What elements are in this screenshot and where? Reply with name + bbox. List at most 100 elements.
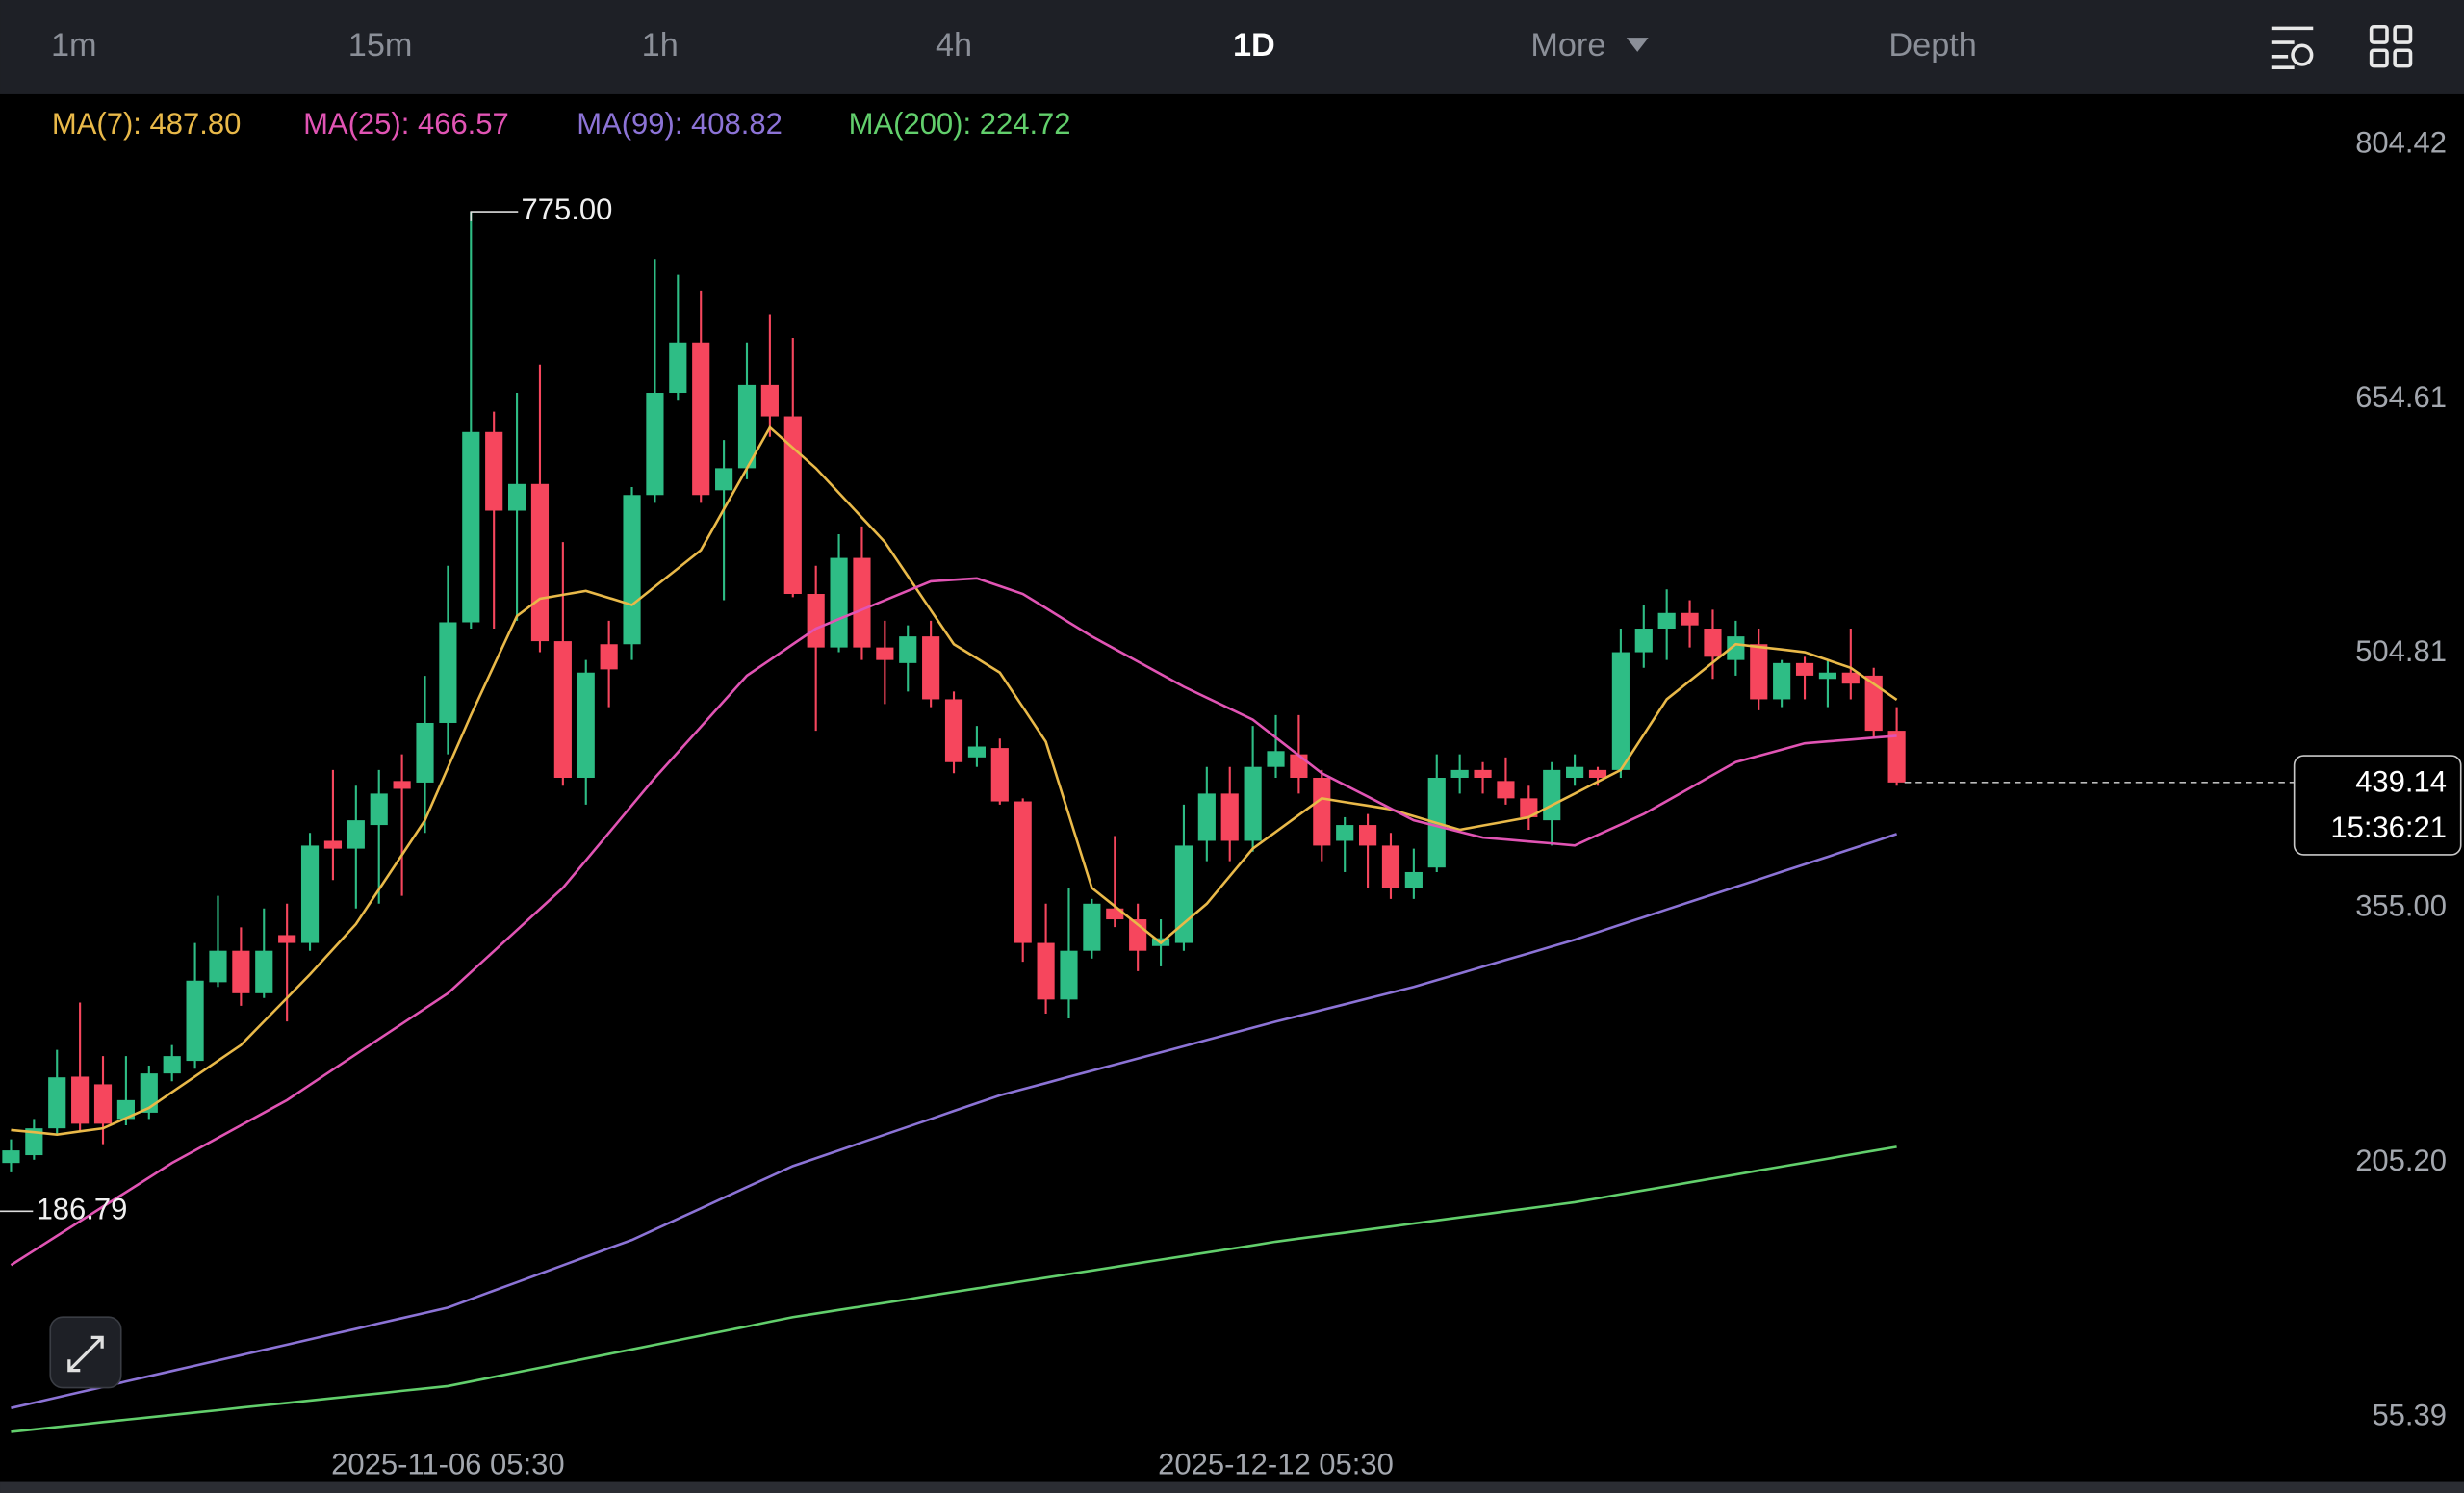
candle-body <box>416 722 434 783</box>
ma-line <box>10 577 1897 1267</box>
candle-body <box>1864 675 1883 732</box>
settings-icon[interactable] <box>2272 26 2314 69</box>
tab[interactable]: 1m <box>51 27 97 64</box>
candle-body <box>232 950 250 993</box>
candle-body <box>1681 612 1699 626</box>
candle-body <box>1818 672 1837 680</box>
candle-body <box>346 820 365 849</box>
price-label: 439.14 <box>2355 765 2447 799</box>
candle-body <box>1336 825 1354 841</box>
y-tick-label: 355.00 <box>2355 889 2447 923</box>
bottom-strip <box>0 1481 2464 1493</box>
candle-body <box>1750 644 1768 700</box>
y-tick-label: 654.61 <box>2355 380 2447 414</box>
ma-line <box>11 425 1898 1136</box>
candle-body <box>830 557 848 648</box>
expand-button[interactable] <box>49 1316 122 1389</box>
candle-body <box>623 495 641 645</box>
x-tick-label: 2025-12-12 05:30 <box>1158 1447 1394 1480</box>
candle-body <box>1244 766 1262 841</box>
candle-body <box>1450 769 1469 778</box>
candle-body <box>2 1150 20 1164</box>
candle-body <box>1267 751 1285 767</box>
candle-body <box>899 636 917 663</box>
candle-body <box>462 431 480 623</box>
candle-body <box>140 1073 158 1113</box>
candle-body <box>1106 908 1124 920</box>
candle-body <box>807 594 825 648</box>
candle-body <box>186 980 204 1062</box>
plot: 804.42 654.61 504.81 355.00 205.20 55.39 2025-… <box>0 125 2462 1480</box>
candle-body <box>71 1076 90 1124</box>
tab[interactable]: 4h <box>936 27 972 64</box>
candle-body <box>876 647 894 660</box>
countdown: 15:36:21 <box>2330 811 2447 844</box>
candle-body <box>1704 629 1722 657</box>
candle-body <box>1887 731 1906 783</box>
candle-body <box>25 1128 43 1156</box>
candle-body <box>1773 662 1791 700</box>
candle-body <box>1220 793 1239 841</box>
tab[interactable]: More <box>1530 27 1605 64</box>
candle-body <box>1727 636 1745 660</box>
candle-body <box>370 793 388 826</box>
dropdown-arrow <box>1626 38 1649 52</box>
candle-body <box>853 557 871 648</box>
candle-body <box>48 1077 66 1129</box>
tab[interactable]: 1D <box>1233 27 1275 64</box>
min-label: 186.79 <box>37 1192 128 1225</box>
max-leader <box>470 211 519 221</box>
candle-body <box>93 1084 113 1124</box>
candle-body <box>1359 825 1377 846</box>
candle-body <box>1543 769 1561 821</box>
candle-body <box>553 641 572 778</box>
candle-body <box>1014 801 1032 943</box>
tab[interactable]: 1h <box>642 27 679 64</box>
candle-body <box>737 384 757 469</box>
max-label: 775.00 <box>522 193 613 226</box>
candle-body <box>669 342 687 394</box>
tab[interactable]: 15m <box>348 27 413 64</box>
candle-body <box>300 845 320 943</box>
candle-body <box>1083 903 1101 951</box>
candle-body <box>1037 942 1055 1000</box>
candle-body <box>967 746 986 758</box>
candle-body <box>530 483 550 642</box>
legend-entry: MA(99): 408.82 <box>577 107 783 141</box>
candle-body <box>577 672 595 778</box>
x-tick-label: 2025-11-06 05:30 <box>331 1447 564 1480</box>
candle-body <box>1588 769 1607 778</box>
tab[interactable]: Depth <box>1888 27 1976 64</box>
legend-entry: MA(200): 224.72 <box>849 107 1071 141</box>
y-tick-label: 55.39 <box>2372 1398 2447 1431</box>
candle-body <box>1657 612 1676 630</box>
candle-body <box>1497 781 1515 799</box>
candle-body <box>1404 871 1423 888</box>
candle-body <box>1381 845 1400 888</box>
candle-body <box>1634 629 1653 653</box>
candle-body <box>1474 769 1492 778</box>
candle-body <box>1841 672 1860 684</box>
top-bar <box>0 0 2464 94</box>
candle-body <box>507 483 526 511</box>
candle-body <box>783 416 802 595</box>
candle-body <box>944 699 963 762</box>
candle-body <box>922 636 940 700</box>
candle-body <box>646 393 664 496</box>
candle-body <box>715 468 733 491</box>
candle-body <box>393 781 411 789</box>
candle-body <box>1197 793 1216 841</box>
candle-body <box>1795 662 1814 676</box>
candle-body <box>485 431 503 511</box>
candle-body <box>760 384 779 417</box>
candle-body <box>1060 950 1078 1000</box>
candle-body <box>209 950 227 983</box>
candle-body <box>323 840 343 849</box>
candle-body <box>990 748 1009 802</box>
layout-icon[interactable] <box>2369 24 2413 68</box>
ma-line <box>11 1145 1897 1433</box>
candle-body <box>439 622 457 723</box>
